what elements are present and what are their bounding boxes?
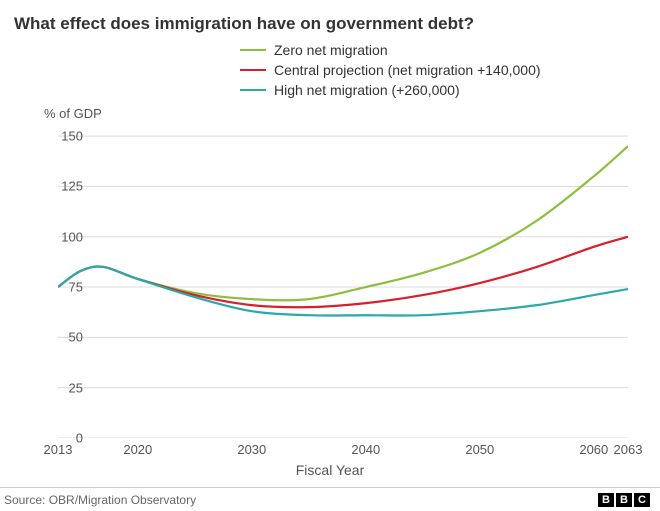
series-line <box>58 266 628 315</box>
y-tick-label: 75 <box>43 280 83 295</box>
legend: Zero net migration Central projection (ne… <box>240 40 541 100</box>
legend-item: High net migration (+260,000) <box>240 80 541 100</box>
series-line <box>58 146 628 300</box>
y-tick-label: 125 <box>43 179 83 194</box>
bbc-letter: C <box>634 493 650 507</box>
footer: Source: OBR/Migration Observatory BBC <box>0 487 660 511</box>
x-tick-label: 2060 <box>579 442 608 457</box>
chart-container: What effect does immigration have on gov… <box>0 0 660 511</box>
x-tick-label: 2050 <box>465 442 494 457</box>
x-tick-label: 2030 <box>237 442 266 457</box>
source-text: Source: OBR/Migration Observatory <box>4 493 196 507</box>
x-tick-label: 2063 <box>614 442 643 457</box>
x-axis-label: Fiscal Year <box>0 462 660 478</box>
x-tick-label: 2040 <box>351 442 380 457</box>
y-axis-label: % of GDP <box>44 106 102 121</box>
y-tick-label: 100 <box>43 229 83 244</box>
x-tick-label: 2020 <box>123 442 152 457</box>
x-tick-label: 2013 <box>44 442 73 457</box>
bbc-letter: B <box>598 493 614 507</box>
y-tick-label: 25 <box>43 380 83 395</box>
series-line <box>58 237 628 308</box>
plot-area <box>58 126 628 438</box>
legend-item: Zero net migration <box>240 40 541 60</box>
y-tick-label: 50 <box>43 330 83 345</box>
chart-title: What effect does immigration have on gov… <box>0 0 660 34</box>
y-tick-label: 150 <box>43 129 83 144</box>
bbc-letter: B <box>616 493 632 507</box>
legend-item: Central projection (net migration +140,0… <box>240 60 541 80</box>
legend-label: Zero net migration <box>274 42 388 58</box>
legend-swatch <box>240 69 266 71</box>
legend-swatch <box>240 89 266 91</box>
legend-label: Central projection (net migration +140,0… <box>274 62 541 78</box>
bbc-logo: BBC <box>598 493 650 507</box>
legend-label: High net migration (+260,000) <box>274 82 460 98</box>
legend-swatch <box>240 49 266 51</box>
